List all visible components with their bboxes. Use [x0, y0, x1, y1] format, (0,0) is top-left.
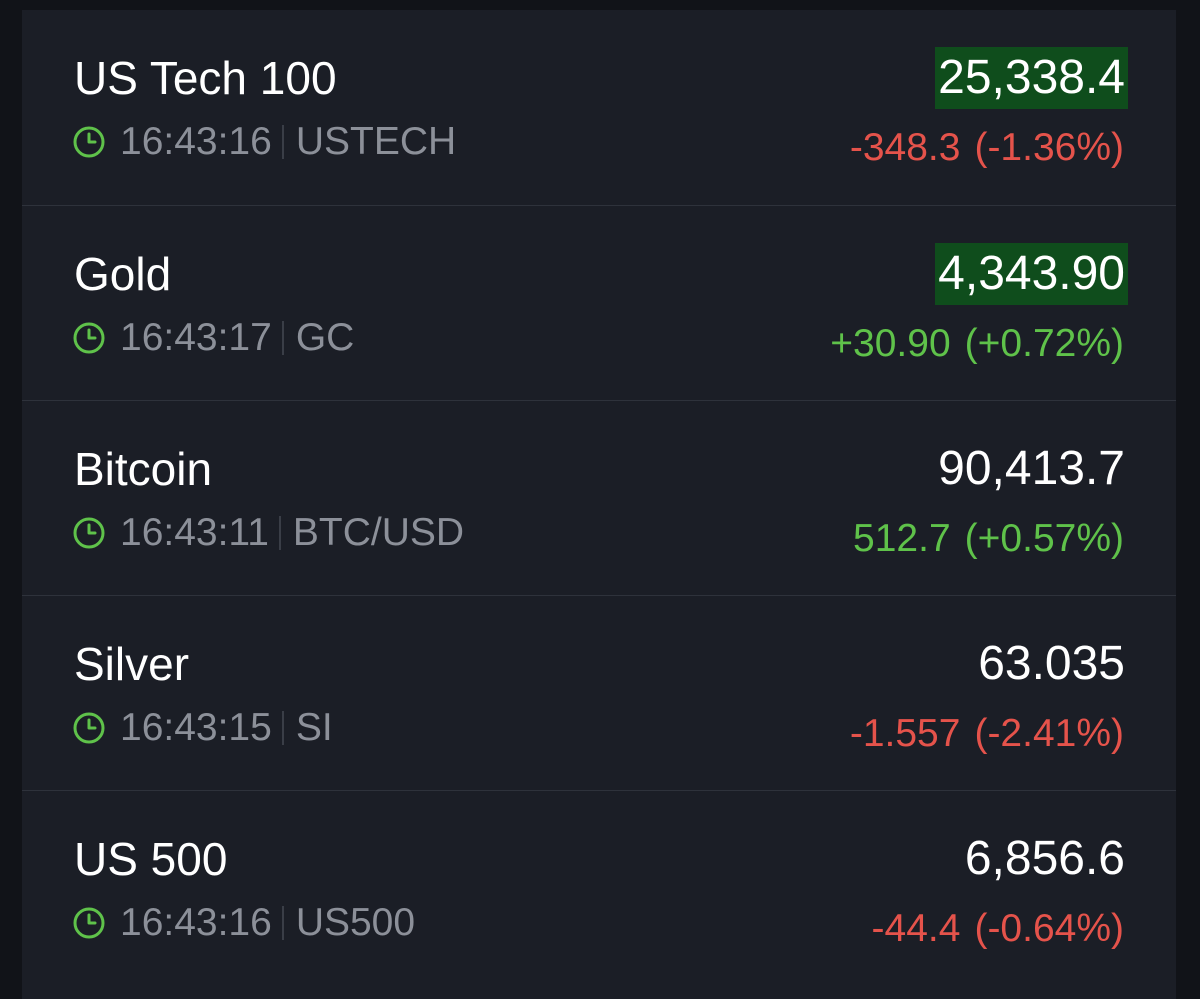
change-value: 512.7	[853, 517, 951, 560]
instrument-meta: 16:43:16 USTECH	[72, 118, 456, 166]
watchlist-row[interactable]: Gold 16:43:17 GC 4,343.90 +30.90 (+0.72%)	[22, 205, 1176, 400]
instrument-name: US Tech 100	[74, 52, 337, 104]
meta-divider	[281, 906, 284, 940]
instrument-name: US 500	[74, 833, 228, 885]
instrument-name: Bitcoin	[74, 443, 213, 495]
instrument-meta: 16:43:15 SI	[72, 704, 333, 752]
watchlist-panel: US Tech 100 16:43:16 USTECH 25,338.4 -34…	[22, 10, 1176, 999]
instrument-meta: 16:43:16 US500	[72, 899, 415, 947]
price-change: -1.557 (-2.41%)	[850, 710, 1124, 758]
instrument-name: Silver	[74, 638, 190, 690]
clock-icon	[73, 322, 105, 354]
instrument-symbol: GC	[295, 316, 355, 359]
instrument-symbol: BTC/USD	[292, 511, 465, 554]
update-time: 16:43:11	[120, 511, 269, 554]
change-value: +30.90	[830, 322, 951, 365]
update-time: 16:43:16	[120, 901, 272, 944]
update-time: 16:43:15	[120, 706, 272, 749]
instrument-meta: 16:43:17 GC	[72, 314, 354, 362]
meta-divider	[278, 516, 281, 550]
instrument-price: 90,413.7	[938, 442, 1125, 495]
change-value: -44.4	[871, 907, 961, 950]
clock-icon	[73, 712, 105, 744]
meta-divider	[281, 321, 284, 355]
update-time: 16:43:17	[120, 316, 272, 359]
change-value: -348.3	[849, 126, 961, 169]
clock-icon	[73, 517, 105, 549]
instrument-meta: 16:43:11 BTC/USD	[72, 509, 464, 557]
clock-icon	[73, 126, 105, 158]
update-time: 16:43:16	[120, 120, 272, 163]
instrument-symbol: US500	[295, 901, 416, 944]
price-change: 512.7 (+0.57%)	[853, 515, 1124, 563]
price-change: -348.3 (-1.36%)	[850, 124, 1124, 172]
watchlist-row[interactable]: US Tech 100 16:43:16 USTECH 25,338.4 -34…	[22, 10, 1176, 205]
change-percent: (+0.57%)	[964, 517, 1124, 560]
watchlist: US Tech 100 16:43:16 USTECH 25,338.4 -34…	[22, 10, 1176, 999]
instrument-name: Gold	[74, 248, 172, 300]
change-value: -1.557	[849, 712, 961, 755]
instrument-price: 63.035	[978, 637, 1125, 690]
instrument-symbol: USTECH	[295, 120, 457, 163]
instrument-price: 25,338.4	[935, 47, 1128, 109]
watchlist-row[interactable]: Bitcoin 16:43:11 BTC/USD 90,413.7 512.7 (…	[22, 400, 1176, 595]
watchlist-row[interactable]: Silver 16:43:15 SI 63.035 -1.557 (-2.41%)	[22, 595, 1176, 790]
meta-divider	[281, 711, 284, 745]
price-change: -44.4 (-0.64%)	[872, 905, 1124, 953]
change-percent: (-2.41%)	[974, 712, 1124, 755]
change-percent: (+0.72%)	[964, 322, 1124, 365]
change-percent: (-0.64%)	[974, 907, 1124, 950]
instrument-price: 4,343.90	[935, 243, 1128, 305]
price-change: +30.90 (+0.72%)	[830, 320, 1124, 368]
meta-divider	[281, 125, 284, 159]
change-percent: (-1.36%)	[974, 126, 1124, 169]
instrument-symbol: SI	[295, 706, 333, 749]
watchlist-row[interactable]: US 500 16:43:16 US500 6,856.6 -44.4 (-0.6…	[22, 790, 1176, 985]
clock-icon	[73, 907, 105, 939]
instrument-price: 6,856.6	[964, 832, 1125, 885]
